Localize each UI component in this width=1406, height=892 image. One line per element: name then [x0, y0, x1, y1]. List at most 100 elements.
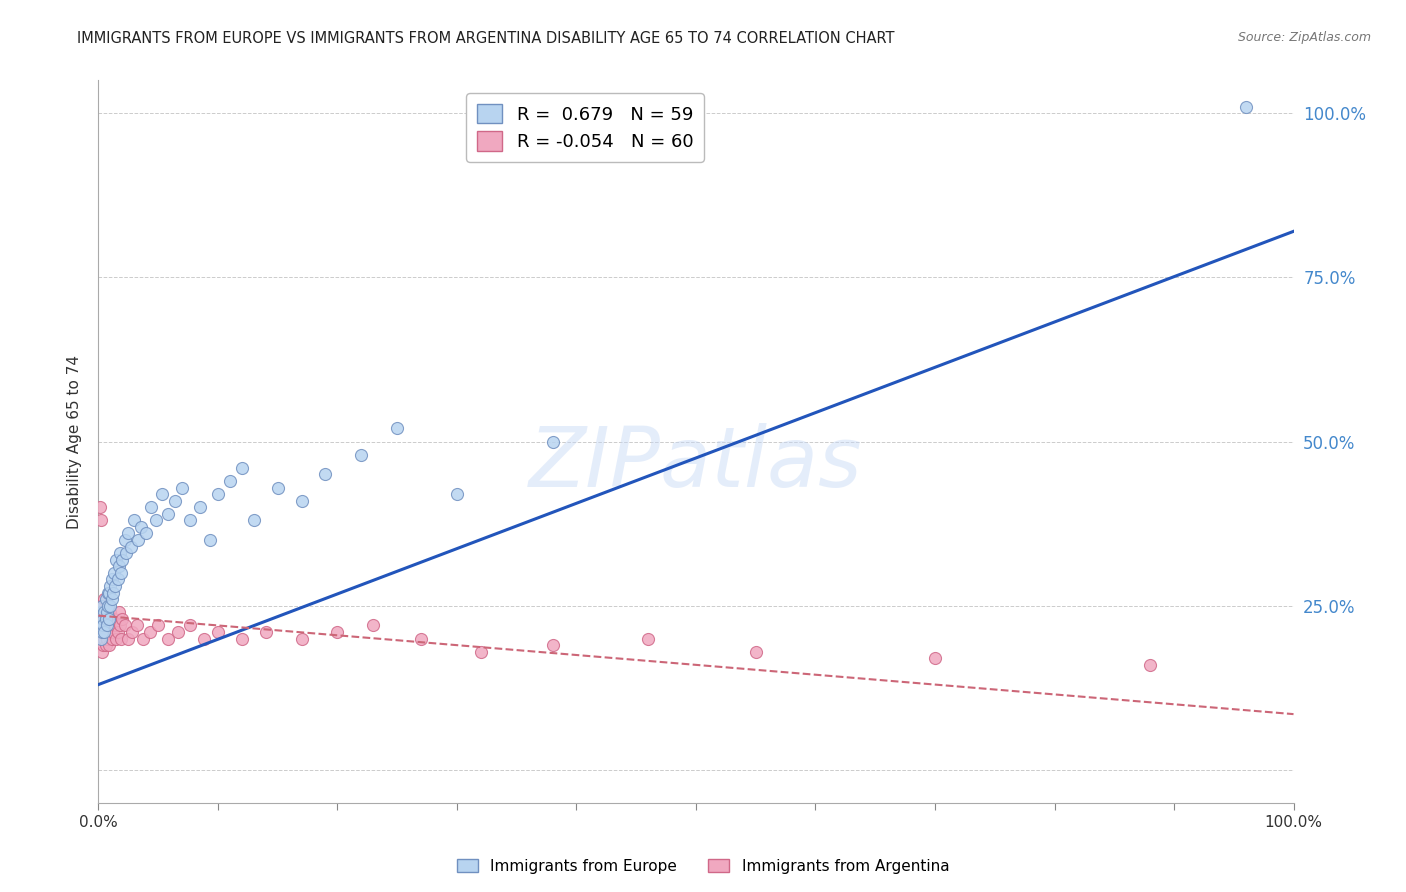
Point	[91, 625, 114, 640]
Point	[219, 474, 242, 488]
Point	[363, 618, 385, 632]
Point	[93, 632, 115, 646]
Point	[94, 612, 117, 626]
Point	[101, 625, 124, 640]
Point	[350, 448, 373, 462]
Point	[94, 612, 117, 626]
Point	[90, 632, 112, 646]
Point	[91, 612, 114, 626]
Point	[193, 632, 215, 646]
Point	[89, 500, 111, 515]
Point	[100, 632, 122, 646]
Point	[167, 625, 190, 640]
Point	[97, 599, 120, 613]
Point	[94, 638, 117, 652]
Point	[104, 579, 127, 593]
Point	[96, 605, 118, 619]
Point	[139, 500, 162, 515]
Point	[121, 625, 143, 640]
Point	[91, 599, 114, 613]
Text: ZIPatlas: ZIPatlas	[529, 423, 863, 504]
Point	[172, 481, 194, 495]
Point	[96, 618, 118, 632]
Point	[98, 618, 122, 632]
Point	[446, 487, 468, 501]
Point	[96, 632, 118, 646]
Point	[131, 520, 153, 534]
Point	[148, 618, 170, 632]
Point	[103, 612, 125, 626]
Point	[207, 625, 229, 640]
Point	[105, 553, 128, 567]
Point	[100, 592, 122, 607]
Point	[105, 632, 128, 646]
Point	[91, 638, 114, 652]
Point	[115, 546, 138, 560]
Point	[163, 493, 186, 508]
Point	[107, 625, 129, 640]
Point	[114, 533, 136, 547]
Text: Source: ZipAtlas.com: Source: ZipAtlas.com	[1237, 31, 1371, 45]
Point	[108, 546, 131, 560]
Point	[98, 612, 121, 626]
Y-axis label: Disability Age 65 to 74: Disability Age 65 to 74	[67, 354, 83, 529]
Point	[145, 513, 167, 527]
Point	[745, 645, 768, 659]
Point	[127, 533, 149, 547]
Point	[98, 585, 121, 599]
Point	[124, 513, 146, 527]
Point	[315, 467, 337, 482]
Point	[98, 638, 121, 652]
Legend: Immigrants from Europe, Immigrants from Argentina: Immigrants from Europe, Immigrants from …	[451, 853, 955, 880]
Point	[101, 585, 124, 599]
Point	[97, 625, 120, 640]
Point	[114, 618, 136, 632]
Point	[179, 513, 201, 527]
Point	[385, 421, 409, 435]
Point	[120, 540, 142, 554]
Point	[470, 645, 492, 659]
Point	[90, 599, 112, 613]
Point	[96, 618, 118, 632]
Point	[110, 632, 132, 646]
Point	[98, 605, 122, 619]
Point	[90, 605, 112, 619]
Point	[93, 625, 115, 640]
Point	[89, 618, 111, 632]
Point	[93, 618, 115, 632]
Point	[131, 632, 153, 646]
Point	[91, 618, 114, 632]
Point	[98, 599, 122, 613]
Point	[97, 585, 120, 599]
Point	[93, 605, 115, 619]
Point	[326, 625, 349, 640]
Point	[135, 526, 157, 541]
Point	[188, 500, 211, 515]
Point	[97, 605, 120, 619]
Point	[411, 632, 433, 646]
Legend: R =  0.679   N = 59, R = -0.054   N = 60: R = 0.679 N = 59, R = -0.054 N = 60	[465, 93, 704, 161]
Point	[108, 618, 131, 632]
Point	[156, 632, 179, 646]
Point	[98, 579, 122, 593]
Point	[267, 481, 290, 495]
Point	[90, 632, 112, 646]
Point	[91, 605, 114, 619]
Point	[541, 638, 564, 652]
Point	[243, 513, 266, 527]
Point	[125, 618, 148, 632]
Text: IMMIGRANTS FROM EUROPE VS IMMIGRANTS FROM ARGENTINA DISABILITY AGE 65 TO 74 CORR: IMMIGRANTS FROM EUROPE VS IMMIGRANTS FRO…	[77, 31, 894, 46]
Point	[107, 605, 129, 619]
Point	[96, 599, 118, 613]
Point	[637, 632, 659, 646]
Point	[198, 533, 221, 547]
Point	[90, 513, 112, 527]
Point	[179, 618, 201, 632]
Point	[104, 618, 127, 632]
Point	[291, 632, 314, 646]
Point	[291, 493, 314, 508]
Point	[150, 487, 173, 501]
Point	[107, 573, 129, 587]
Point	[111, 612, 134, 626]
Point	[117, 526, 139, 541]
